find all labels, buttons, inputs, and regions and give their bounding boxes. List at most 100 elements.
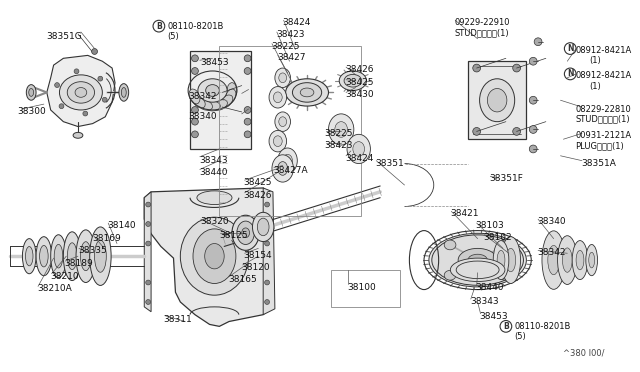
Text: 38425: 38425 (345, 78, 374, 87)
Text: 38343: 38343 (199, 156, 227, 165)
Ellipse shape (146, 299, 150, 304)
Polygon shape (144, 192, 151, 312)
Ellipse shape (493, 241, 509, 280)
Ellipse shape (279, 73, 287, 83)
Text: STUDスタッド(1): STUDスタッド(1) (575, 115, 630, 124)
Text: 38125: 38125 (220, 231, 248, 240)
Ellipse shape (468, 254, 488, 266)
Text: 38154: 38154 (244, 251, 272, 260)
Ellipse shape (92, 49, 97, 54)
Ellipse shape (197, 191, 232, 205)
Ellipse shape (244, 118, 251, 125)
Ellipse shape (444, 240, 456, 250)
Ellipse shape (205, 84, 220, 96)
Ellipse shape (63, 232, 81, 280)
Text: 38351A: 38351A (581, 159, 616, 168)
Text: 38102: 38102 (483, 233, 512, 242)
Ellipse shape (278, 148, 298, 173)
Bar (468, 61, 526, 139)
Ellipse shape (335, 122, 348, 137)
Ellipse shape (98, 76, 103, 81)
Ellipse shape (22, 238, 36, 274)
Text: 38342: 38342 (537, 248, 566, 257)
Text: 38120: 38120 (242, 263, 270, 272)
Text: 38351F: 38351F (490, 174, 524, 183)
Text: 38426: 38426 (345, 65, 374, 74)
Ellipse shape (272, 155, 293, 182)
Ellipse shape (40, 246, 48, 267)
Ellipse shape (557, 236, 577, 285)
Ellipse shape (67, 243, 77, 270)
Text: B: B (503, 322, 509, 331)
Ellipse shape (74, 69, 79, 74)
Ellipse shape (191, 55, 198, 62)
Ellipse shape (275, 68, 291, 87)
Ellipse shape (59, 104, 64, 109)
Ellipse shape (76, 230, 95, 282)
Ellipse shape (232, 215, 259, 250)
Ellipse shape (300, 88, 314, 97)
Text: 38427A: 38427A (273, 166, 308, 174)
Text: 08229-22810: 08229-22810 (575, 105, 631, 114)
Ellipse shape (444, 270, 456, 280)
Ellipse shape (257, 218, 269, 236)
Ellipse shape (191, 106, 198, 113)
Text: 38427: 38427 (277, 54, 305, 62)
Ellipse shape (279, 117, 287, 126)
Ellipse shape (432, 235, 524, 285)
Ellipse shape (36, 237, 52, 276)
Text: 38311: 38311 (164, 315, 193, 324)
Ellipse shape (54, 244, 63, 268)
Text: 38165: 38165 (228, 275, 257, 284)
Ellipse shape (73, 132, 83, 138)
Text: 38424: 38424 (283, 18, 311, 27)
Text: 38210: 38210 (51, 272, 79, 281)
Ellipse shape (191, 131, 198, 138)
Text: 38300: 38300 (17, 107, 46, 116)
Polygon shape (263, 188, 275, 315)
Ellipse shape (119, 84, 129, 101)
Text: 38103: 38103 (476, 221, 504, 230)
Ellipse shape (292, 83, 322, 102)
Ellipse shape (499, 270, 511, 280)
Ellipse shape (180, 217, 248, 295)
Ellipse shape (227, 83, 237, 98)
Text: 38423: 38423 (276, 30, 305, 39)
Ellipse shape (499, 240, 511, 250)
Text: 38225: 38225 (324, 129, 353, 138)
Ellipse shape (456, 261, 499, 279)
Ellipse shape (501, 237, 520, 283)
Text: B: B (156, 22, 162, 31)
Text: 38189: 38189 (65, 259, 93, 268)
Ellipse shape (347, 134, 371, 164)
Ellipse shape (146, 202, 150, 207)
Text: 08110-8201B: 08110-8201B (168, 22, 224, 31)
Ellipse shape (273, 92, 282, 103)
Text: 38169: 38169 (93, 234, 122, 243)
Text: 38340: 38340 (537, 217, 566, 226)
Ellipse shape (83, 111, 88, 116)
Ellipse shape (576, 250, 584, 270)
Ellipse shape (26, 84, 36, 100)
Ellipse shape (29, 89, 34, 96)
Ellipse shape (252, 212, 274, 241)
Text: PLUGプラグ(1): PLUGプラグ(1) (575, 141, 624, 150)
Ellipse shape (488, 89, 507, 112)
Ellipse shape (273, 136, 282, 147)
Ellipse shape (328, 114, 354, 145)
Text: 08912-8421A: 08912-8421A (575, 71, 632, 80)
Ellipse shape (497, 250, 505, 270)
Ellipse shape (269, 131, 287, 152)
Ellipse shape (506, 248, 516, 272)
Polygon shape (47, 55, 115, 126)
Text: (1): (1) (589, 82, 600, 91)
Text: 38225: 38225 (271, 42, 300, 51)
Text: N: N (567, 70, 573, 78)
Ellipse shape (534, 38, 542, 46)
Ellipse shape (353, 142, 365, 156)
Text: 38342: 38342 (188, 92, 216, 102)
Text: 38210A: 38210A (37, 285, 72, 294)
Ellipse shape (244, 55, 251, 62)
Text: 00931-2121A: 00931-2121A (575, 131, 631, 140)
Text: 38100: 38100 (347, 282, 376, 292)
